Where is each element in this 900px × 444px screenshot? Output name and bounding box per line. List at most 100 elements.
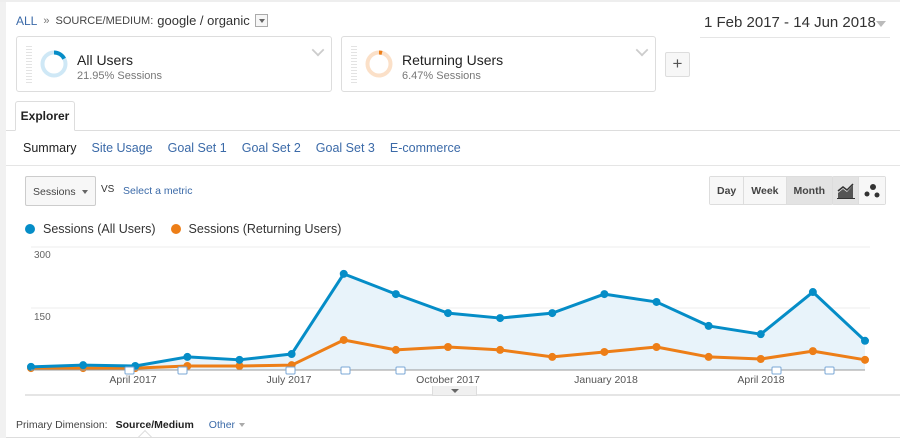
- vs-label: VS: [101, 184, 115, 195]
- annotation-icon[interactable]: [124, 366, 135, 375]
- data-point[interactable]: [548, 309, 557, 318]
- data-point[interactable]: [808, 288, 817, 297]
- legend-item-returning-users[interactable]: Sessions (Returning Users): [170, 222, 341, 236]
- annotations-expand-button[interactable]: [432, 386, 477, 396]
- line-chart-icon: [836, 182, 855, 199]
- breadcrumb: ALL » SOURCE/MEDIUM: google / organic: [16, 13, 268, 28]
- annotation-icon[interactable]: [177, 366, 188, 375]
- x-tick-label: October 2017: [416, 374, 480, 386]
- chart-type-toggle: [832, 176, 886, 205]
- segment-card-all-users[interactable]: All Users 21.95% Sessions: [16, 36, 332, 92]
- date-range-text: 1 Feb 2017 - 14 Jun 2018: [704, 14, 876, 31]
- legend-label: Sessions (All Users): [43, 222, 156, 236]
- data-point[interactable]: [600, 347, 609, 356]
- breadcrumb-separator: »: [43, 14, 50, 27]
- data-point[interactable]: [79, 361, 88, 370]
- x-tick-labels: April 2017 July 2017 October 2017 January 2…: [109, 374, 784, 386]
- data-point[interactable]: [861, 355, 869, 364]
- motion-chart-button[interactable]: [859, 177, 885, 204]
- data-point[interactable]: [704, 352, 713, 361]
- tab-bar-divider: [6, 130, 900, 131]
- breadcrumb-all-link[interactable]: ALL: [16, 13, 38, 28]
- granularity-month-button[interactable]: Month: [786, 177, 833, 204]
- left-rail: [0, 0, 6, 438]
- top-rail: [0, 0, 900, 2]
- data-point[interactable]: [391, 290, 400, 299]
- data-point[interactable]: [496, 314, 505, 323]
- series-layer: [27, 269, 869, 373]
- breadcrumb-dimension-value: google / organic: [157, 13, 250, 28]
- drag-handle-icon[interactable]: [26, 46, 32, 84]
- data-point[interactable]: [235, 362, 244, 371]
- add-segment-button[interactable]: +: [665, 52, 690, 77]
- annotation-markers: [124, 366, 835, 375]
- annotation-icon[interactable]: [824, 366, 835, 375]
- data-point[interactable]: [652, 343, 661, 351]
- chart-legend: Sessions (All Users) Sessions (Returning…: [25, 222, 356, 236]
- data-point[interactable]: [704, 321, 713, 330]
- primary-dimension-bar: Primary Dimension: Source/Medium Other: [16, 419, 246, 431]
- motion-chart-icon: [864, 183, 880, 197]
- primary-dimension-other[interactable]: Other: [208, 419, 246, 431]
- data-point[interactable]: [444, 343, 452, 351]
- subtab-goal-set-2[interactable]: Goal Set 2: [241, 141, 301, 155]
- legend-dot-icon: [170, 224, 181, 234]
- series-area: [31, 273, 865, 370]
- x-tick-label: July 2017: [267, 374, 312, 386]
- date-range-picker[interactable]: 1 Feb 2017 - 14 Jun 2018: [700, 14, 890, 38]
- segment-name: All Users: [77, 52, 134, 68]
- data-point[interactable]: [391, 345, 400, 354]
- data-point[interactable]: [808, 347, 817, 356]
- breadcrumb-dropdown-icon[interactable]: [254, 14, 268, 27]
- segment-ring-icon: [365, 50, 393, 78]
- data-point[interactable]: [27, 362, 35, 371]
- granularity-day-button[interactable]: Day: [710, 177, 745, 204]
- chevron-down-icon[interactable]: [635, 43, 649, 57]
- annotation-icon[interactable]: [771, 366, 782, 375]
- line-chart-button[interactable]: [833, 177, 859, 204]
- subtab-ecommerce[interactable]: E-commerce: [389, 141, 461, 155]
- subtab-goal-set-3[interactable]: Goal Set 3: [315, 141, 375, 155]
- data-point[interactable]: [548, 352, 557, 361]
- data-point[interactable]: [235, 355, 244, 364]
- legend-item-all-users[interactable]: Sessions (All Users): [25, 222, 156, 236]
- primary-dimension-label: Primary Dimension:: [16, 419, 108, 431]
- tab-explorer[interactable]: Explorer: [15, 101, 75, 131]
- data-point[interactable]: [444, 309, 452, 318]
- data-point[interactable]: [183, 352, 192, 361]
- data-point[interactable]: [756, 330, 765, 339]
- data-point[interactable]: [756, 354, 765, 363]
- data-point[interactable]: [652, 297, 661, 306]
- data-point[interactable]: [339, 269, 348, 278]
- data-point[interactable]: [600, 290, 609, 299]
- segment-name: Returning Users: [402, 52, 504, 68]
- data-point[interactable]: [287, 350, 296, 359]
- chevron-down-icon: [82, 190, 88, 194]
- segment-stat: 6.47% Sessions: [402, 70, 481, 82]
- annotation-icon[interactable]: [395, 366, 406, 375]
- data-point[interactable]: [339, 335, 348, 344]
- y-tick-label: 300: [34, 250, 51, 261]
- data-point[interactable]: [496, 345, 505, 354]
- subtab-summary[interactable]: Summary: [23, 141, 77, 155]
- granularity-week-button[interactable]: Week: [744, 177, 787, 204]
- annotation-icon[interactable]: [285, 366, 296, 375]
- subtab-goal-set-1[interactable]: Goal Set 1: [167, 141, 227, 155]
- subtab-site-usage[interactable]: Site Usage: [91, 141, 153, 155]
- annotation-icon[interactable]: [340, 366, 351, 375]
- granularity-toggle: Day Week Month: [709, 176, 834, 205]
- breadcrumb-dimension-label: SOURCE/MEDIUM:: [55, 14, 154, 27]
- drag-handle-icon[interactable]: [351, 46, 357, 84]
- metric-select[interactable]: Sessions: [25, 176, 96, 206]
- segment-card-returning-users[interactable]: Returning Users 6.47% Sessions: [341, 36, 656, 92]
- x-tick-label: April 2017: [109, 374, 156, 386]
- subtab-divider: [6, 165, 900, 166]
- chevron-down-icon: [239, 423, 246, 428]
- sessions-line-chart[interactable]: 300 150 April 2017 July 2017 October 2017 J…: [0, 240, 900, 390]
- segment-stat: 21.95% Sessions: [77, 70, 162, 82]
- select-metric-link[interactable]: Select a metric: [123, 185, 193, 197]
- other-label: Other: [208, 419, 236, 431]
- data-point[interactable]: [861, 336, 869, 345]
- chevron-down-icon[interactable]: [311, 43, 325, 57]
- primary-dimension-current[interactable]: Source/Medium: [115, 419, 194, 431]
